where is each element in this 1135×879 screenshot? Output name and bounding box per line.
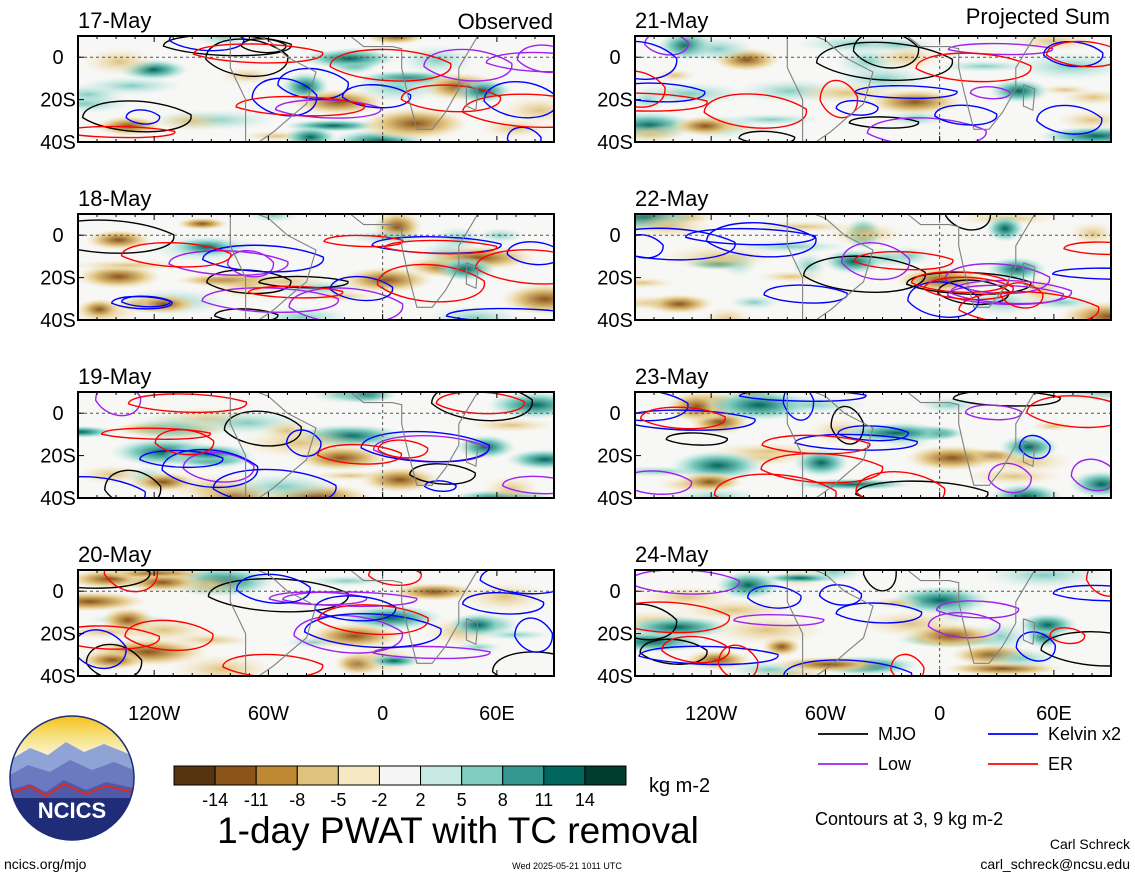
lon-tick-label: 0 [934,703,945,725]
legend-label: MJO [878,724,916,744]
lat-tick-label: 40S [40,666,76,688]
map-panel: 23-May 0 20S 40S [597,364,1112,510]
lat-tick-label: 20S [40,624,76,646]
lat-tick-label: 40S [597,310,633,332]
author-email: carl_schreck@ncsu.edu [980,856,1130,872]
legend: MJO Kelvin x2 Low ER [818,724,1121,774]
panel-date-label: 19-May [78,364,151,389]
map-panel: 20-May 0 20S 40S [40,542,555,688]
panel-date-label: 21-May [635,8,708,33]
lat-tick-label: 20S [597,268,633,290]
panel-date-label: 17-May [78,8,151,33]
lon-tick-label: 60E [479,703,515,725]
lat-tick-label: 20S [597,90,633,112]
colorbar-swatch [502,765,545,786]
map-panel: 21-May 0 20S 40S [597,8,1112,154]
map-panel: 24-May 0 20S 40S [597,542,1112,688]
colorbar-swatch [255,765,298,786]
ncics-logo: NCICS [9,715,135,841]
colorbar-swatch [378,765,422,786]
colorbar-tick-label: -11 [244,790,269,810]
lat-tick-label: 0 [52,581,63,603]
projected-sum-header: Projected Sum [966,4,1110,29]
lat-tick-label: 20S [597,624,633,646]
panel-date-label: 24-May [635,542,708,567]
lon-tick-label: 60W [805,703,846,725]
author-name: Carl Schreck [1050,836,1131,852]
lat-tick-label: 20S [40,446,76,468]
lat-tick-label: 20S [597,446,633,468]
colorbar-tick-label: 11 [534,790,553,810]
colorbar-tick-label: 5 [457,790,467,810]
colorbar: -14 -11 -8 -5 -2 2 5 8 11 14 [173,765,627,810]
legend-label: Kelvin x2 [1048,724,1121,744]
colorbar-tick-label: 8 [498,790,508,810]
panel-date-label: 23-May [635,364,708,389]
colorbar-swatch [214,765,257,786]
legend-label: Low [878,754,912,774]
lat-tick-label: 0 [609,403,620,425]
lat-tick-label: 20S [40,90,76,112]
observed-header: Observed [458,9,553,34]
lat-tick-label: 40S [597,666,633,688]
site-url: ncics.org/mjo [4,856,87,872]
colorbar-swatch [173,765,216,786]
colorbar-tick-label: -14 [202,790,228,810]
colorbar-swatch [584,765,627,786]
panel-date-label: 18-May [78,186,151,211]
logo-text: NCICS [38,798,106,823]
lat-tick-label: 40S [597,132,633,154]
lon-tick-label: 0 [377,703,388,725]
lat-tick-label: 0 [52,225,63,247]
panel-date-label: 22-May [635,186,708,211]
lon-tick-label: 60E [1036,703,1072,725]
colorbar-tick-label: 2 [416,790,426,810]
map-panel: 18-May 0 20S 40S [40,186,555,332]
map-panel: 17-May 0 20S 40S [40,8,555,154]
timestamp: Wed 2025-05-21 1011 UTC [512,861,622,871]
lat-tick-label: 0 [609,47,620,69]
map-panel: 19-May 0 20S 40S [40,364,555,510]
colorbar-swatch [543,765,586,786]
lat-tick-label: 40S [40,132,76,154]
lat-tick-label: 0 [52,47,63,69]
contour-note: Contours at 3, 9 kg m-2 [815,809,1003,829]
lon-tick-label: 60W [248,703,289,725]
lat-tick-label: 0 [609,225,620,247]
colorbar-swatch [420,765,463,786]
lat-tick-label: 40S [40,310,76,332]
colorbar-tick-label: 14 [575,790,595,810]
lat-tick-label: 20S [40,268,76,290]
lon-tick-label: 120W [685,703,737,725]
lat-tick-label: 0 [52,403,63,425]
colorbar-swatch [461,765,504,786]
legend-label: ER [1048,754,1073,774]
lat-tick-label: 0 [609,581,620,603]
lat-tick-label: 40S [40,488,76,510]
lat-tick-label: 40S [597,488,633,510]
panel-date-label: 20-May [78,542,151,567]
colorbar-swatch [337,765,380,786]
colorbar-tick-label: -5 [330,790,346,810]
colorbar-units: kg m-2 [649,775,710,797]
chart-title: 1-day PWAT with TC removal [217,810,699,851]
lon-tick-label: 120W [128,703,180,725]
map-panel: 22-May 0 20S 40S [597,186,1112,332]
colorbar-tick-label: -2 [371,790,387,810]
colorbar-swatch [296,765,339,786]
colorbar-tick-label: -8 [289,790,305,810]
